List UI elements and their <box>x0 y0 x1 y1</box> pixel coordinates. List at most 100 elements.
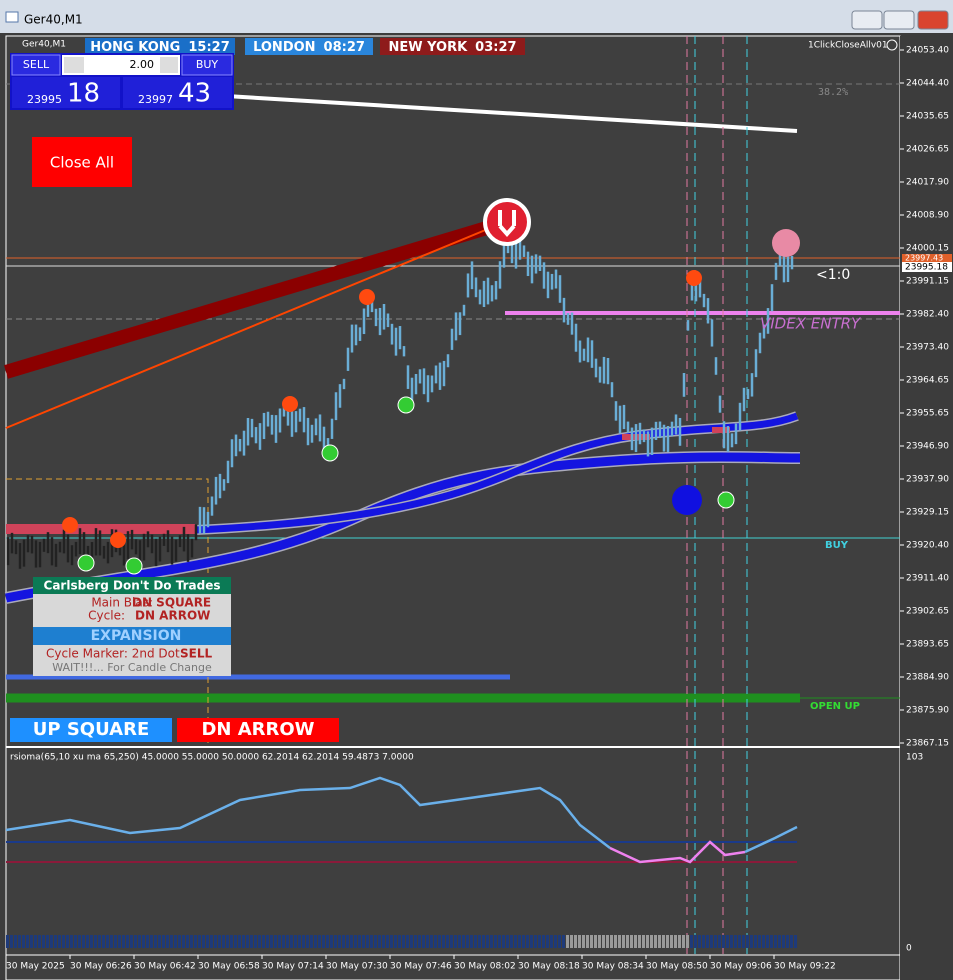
indicator-bar <box>378 935 381 948</box>
buy-dot <box>717 491 735 509</box>
indicator-title: rsioma(65,10 xu ma 65,250) 45.0000 55.00… <box>10 753 414 763</box>
indicator-bar <box>286 935 289 948</box>
badge-up <box>10 718 172 742</box>
ask-box[interactable] <box>123 77 232 108</box>
indicator-bar <box>398 935 401 948</box>
indicator-bar <box>118 935 121 948</box>
indicator-bar <box>342 935 345 948</box>
indicator-bar <box>710 935 713 948</box>
indicator-bar <box>654 935 657 948</box>
indicator-bar <box>94 935 97 948</box>
minimize-button[interactable] <box>851 10 883 30</box>
session-box <box>380 38 525 55</box>
indicator-bar <box>442 935 445 948</box>
indicator-bar <box>530 935 533 948</box>
fib-label: 38.2% <box>818 87 848 98</box>
indicator-bar <box>78 935 81 948</box>
ask-big: 43 <box>178 79 211 109</box>
indicator-bar <box>594 935 597 948</box>
indicator-bar <box>794 935 797 948</box>
time-axis-label: 30 May 08:34 <box>582 962 644 972</box>
indicator-bar <box>758 935 761 948</box>
info-bias-value: DN SQUARE <box>132 596 211 610</box>
session-name: HONG KONG <box>90 40 180 55</box>
indicator-bar <box>406 935 409 948</box>
price-axis-label: 24053.40 <box>906 46 949 56</box>
indicator-bar <box>74 935 77 948</box>
price-axis-label: 24000.15 <box>906 244 949 254</box>
buy-button[interactable] <box>181 54 233 76</box>
indicator-bar <box>138 935 141 948</box>
indicator-bar <box>626 935 629 948</box>
lots-field[interactable] <box>62 55 180 75</box>
trend-line-darkred <box>3 217 503 379</box>
badge-down <box>177 718 339 742</box>
indicator-bar <box>618 935 621 948</box>
session-time: 15:27 <box>188 40 229 55</box>
sell-dot <box>282 396 298 412</box>
indicator-bar <box>410 935 413 948</box>
indicator-bar <box>294 935 297 948</box>
sell-dot <box>359 289 375 305</box>
indicator-bar <box>34 935 37 948</box>
down-emblem-arrow <box>498 210 516 238</box>
lots-up[interactable] <box>160 57 178 73</box>
price-axis-label: 23991.15 <box>906 277 949 287</box>
indicator-bar <box>538 935 541 948</box>
indicator-bar <box>550 935 553 948</box>
badge-down-label: DN ARROW <box>201 719 314 740</box>
indicator-bar <box>554 935 557 948</box>
ma-slow-core <box>5 452 801 603</box>
bid-box[interactable] <box>12 77 120 108</box>
indicator-bar <box>746 935 749 948</box>
close-button[interactable] <box>917 10 949 30</box>
indicator-bar <box>122 935 125 948</box>
indicator-bar <box>434 935 437 948</box>
indicator-bar <box>666 935 669 948</box>
price-axis-label: 23884.90 <box>906 673 949 683</box>
indicator-bar <box>534 935 537 948</box>
restore-button[interactable] <box>883 10 915 30</box>
indicator-bar <box>210 935 213 948</box>
indicator-bar <box>62 935 65 948</box>
price-axis-label: 23982.40 <box>906 310 949 320</box>
session-time: 03:27 <box>475 40 516 55</box>
indicator-bar <box>26 935 29 948</box>
indicator-bar <box>450 935 453 948</box>
info-state-bg <box>33 627 231 645</box>
indicator-bar <box>562 935 565 948</box>
indicator-bar <box>650 935 653 948</box>
time-axis-label: 30 May 08:50 <box>646 962 708 972</box>
indicator-bar <box>322 935 325 948</box>
indicator-bar <box>274 935 277 948</box>
indicator-bar <box>462 935 465 948</box>
indicator-bar <box>762 935 765 948</box>
price-axis-label: 24026.65 <box>906 145 949 155</box>
indicator-bar <box>6 935 9 948</box>
expert-icon <box>886 39 898 51</box>
indicator-bar <box>82 935 85 948</box>
indicator-line-low <box>609 840 746 864</box>
sell-button[interactable] <box>11 54 61 76</box>
indicator-bar <box>678 935 681 948</box>
indicator-bar <box>46 935 49 948</box>
indicator-bar <box>790 935 793 948</box>
indicator-bar <box>66 935 69 948</box>
indicator-bar <box>226 935 229 948</box>
indicator-bar <box>298 935 301 948</box>
lots-down[interactable] <box>64 57 84 73</box>
indicator-bar <box>206 935 209 948</box>
session-name: LONDON <box>253 40 315 55</box>
indicator-bar <box>690 935 693 948</box>
indicator-bar <box>38 935 41 948</box>
indicator-bar <box>566 935 569 948</box>
buy-dot <box>397 396 415 414</box>
indicator-bar <box>390 935 393 948</box>
close-all-button[interactable] <box>32 137 132 187</box>
time-axis-label: 30 May 06:42 <box>134 962 196 972</box>
session-label: LONDON 08:27 <box>253 40 365 55</box>
indicator-bar <box>310 935 313 948</box>
time-axis-label: 30 May 08:18 <box>518 962 580 972</box>
indicator-bar <box>418 935 421 948</box>
buy-dot <box>125 557 143 575</box>
